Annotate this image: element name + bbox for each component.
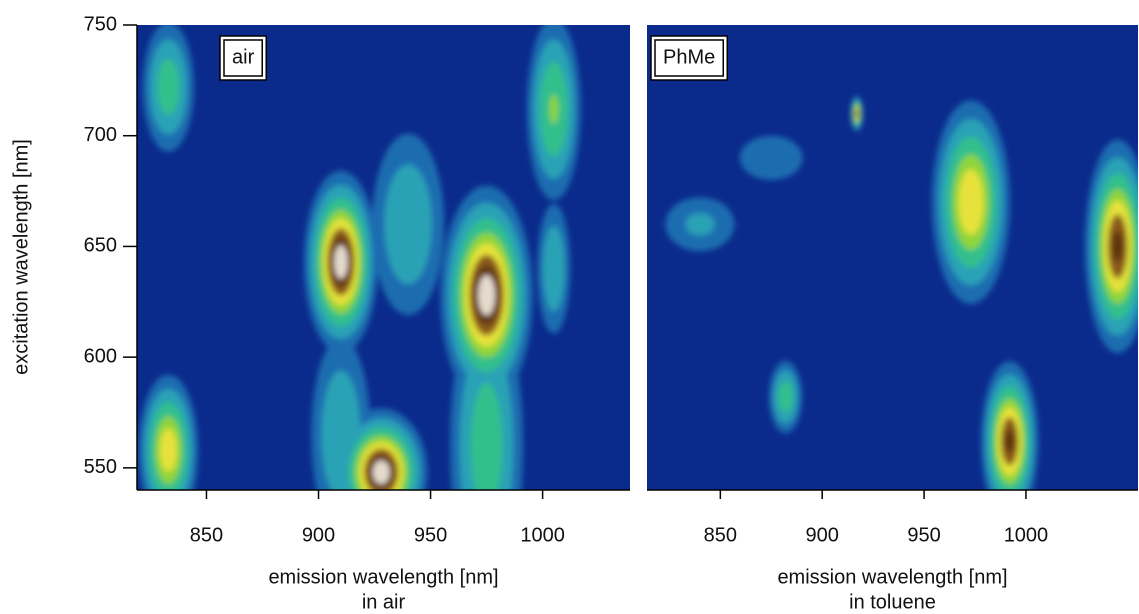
y-tick-label: 750 (84, 13, 117, 35)
x-tick-label: 850 (704, 524, 737, 546)
spot-contour (384, 164, 432, 285)
spot-contour (739, 135, 803, 180)
spot-contour (334, 245, 348, 279)
spot-contour (470, 382, 503, 490)
annotation: air (232, 46, 255, 68)
spot-contour (157, 58, 180, 116)
heatmap-area (647, 25, 1138, 490)
spot-contour (372, 460, 390, 485)
y-tick-label: 550 (84, 456, 117, 478)
spot-contour (543, 225, 565, 312)
spot-contour (549, 94, 559, 125)
x-axis-subtitle: in toluene (849, 591, 936, 613)
y-tick-label: 600 (84, 345, 117, 367)
spot-contour (778, 381, 793, 413)
y-axis-label: excitation wavelength [nm] (10, 139, 32, 375)
annotation-box (650, 35, 728, 81)
x-tick-label: 950 (907, 524, 940, 546)
spot-contour (1005, 429, 1014, 454)
heatmap-area (137, 25, 630, 490)
spot-contour (159, 428, 177, 472)
spot-contour (855, 110, 858, 117)
x-tick-label: 850 (190, 524, 223, 546)
y-tick-label: 650 (84, 235, 117, 257)
spot-contour (685, 213, 715, 236)
x-tick-label: 1000 (1004, 524, 1049, 546)
x-tick-label: 1000 (520, 524, 565, 546)
heatmap-background (647, 25, 1138, 490)
x-axis-subtitle: in air (362, 591, 406, 613)
x-axis-label: emission wavelength [nm] (777, 566, 1007, 588)
y-tick-label: 700 (84, 124, 117, 146)
x-tick-label: 900 (302, 524, 335, 546)
spot-contour (958, 169, 984, 235)
spots (138, 25, 581, 490)
x-tick-label: 950 (414, 524, 447, 546)
annotation-box (219, 35, 267, 81)
annotation-box-inner (654, 39, 724, 77)
x-axis-label: emission wavelength [nm] (268, 566, 498, 588)
spots (665, 95, 1138, 490)
annotation: PhMe (663, 46, 715, 68)
annotation-box-inner (223, 39, 263, 77)
x-tick-label: 900 (806, 524, 839, 546)
spot-contour (1112, 230, 1123, 263)
spot-contour (478, 274, 496, 316)
